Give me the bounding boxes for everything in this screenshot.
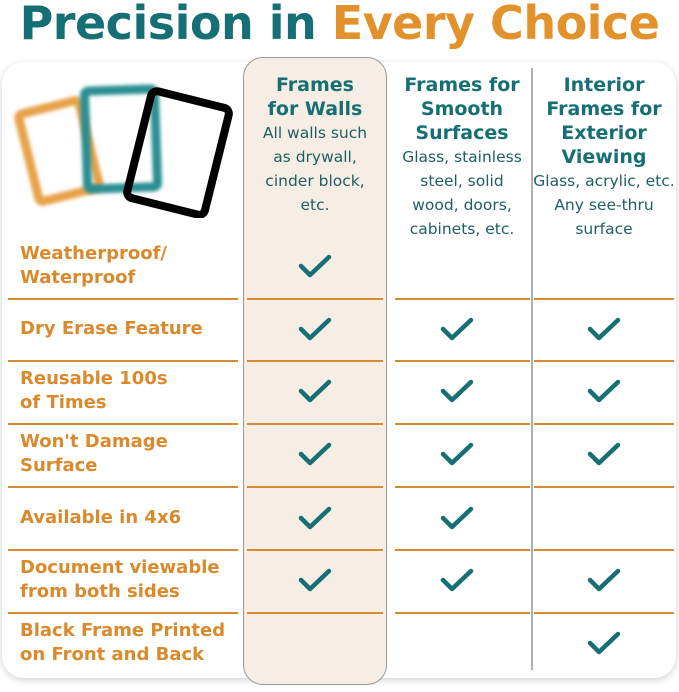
row-label: Black Frame Printed on Front and Back xyxy=(20,620,226,665)
row-divider xyxy=(395,360,530,362)
row-divider xyxy=(8,423,238,425)
row-divider xyxy=(8,360,238,362)
row-divider xyxy=(247,423,383,425)
row-divider xyxy=(534,360,674,362)
row-divider xyxy=(247,298,383,300)
column-description: Glass, acrylic, etc. Any see-thru surfac… xyxy=(533,172,675,238)
row-divider xyxy=(534,423,674,425)
checkmark-icon xyxy=(440,379,474,403)
checkmark-icon xyxy=(298,506,332,530)
checkmark-icon xyxy=(440,317,474,341)
row-divider xyxy=(534,612,674,614)
row-divider xyxy=(395,298,530,300)
row-divider xyxy=(395,423,530,425)
row-label: Won't Damage Surface xyxy=(20,431,168,476)
column-description: Glass, stainless steel, solid wood, door… xyxy=(402,148,522,238)
checkmark-icon xyxy=(298,379,332,403)
checkmark-icon xyxy=(587,379,621,403)
page-title: Precision in Every Choice xyxy=(19,0,660,50)
frames-illustration-icon xyxy=(14,84,233,218)
row-divider xyxy=(8,549,238,551)
checkmark-icon xyxy=(440,442,474,466)
row-label: Document viewable from both sides xyxy=(20,557,220,602)
checkmark-icon xyxy=(587,631,621,655)
checkmark-icon xyxy=(298,317,332,341)
row-divider xyxy=(395,549,530,551)
checkmark-icon xyxy=(587,442,621,466)
highlight-column xyxy=(243,57,387,685)
row-divider xyxy=(534,549,674,551)
row-divider xyxy=(534,298,674,300)
column-header: Interior Frames for Exterior Viewing Glas… xyxy=(533,73,675,241)
checkmark-icon xyxy=(298,254,332,278)
column-header: Frames for Smooth Surfaces Glass, stainle… xyxy=(393,73,531,241)
row-divider xyxy=(247,486,383,488)
checkmark-icon xyxy=(440,568,474,592)
row-label: Reusable 100s of Times xyxy=(20,368,168,413)
checkmark-icon xyxy=(587,317,621,341)
checkmark-icon xyxy=(440,506,474,530)
column-title: Frames for Smooth Surfaces xyxy=(404,74,520,144)
checkmark-icon xyxy=(298,568,332,592)
column-description: All walls such as drywall, cinder block,… xyxy=(262,124,368,214)
row-divider xyxy=(395,486,530,488)
row-divider xyxy=(534,486,674,488)
column-title: Interior Frames for Exterior Viewing xyxy=(546,74,662,168)
row-divider xyxy=(247,549,383,551)
row-label: Dry Erase Feature xyxy=(20,318,203,339)
column-divider xyxy=(531,68,533,670)
row-divider xyxy=(8,486,238,488)
checkmark-icon xyxy=(298,442,332,466)
column-title: Frames for Walls xyxy=(267,74,363,120)
row-label: Weatherproof/ Waterproof xyxy=(20,243,167,288)
row-divider xyxy=(247,360,383,362)
row-divider xyxy=(8,298,238,300)
row-label: Available in 4x6 xyxy=(20,507,182,528)
row-divider xyxy=(395,612,530,614)
row-divider xyxy=(247,612,383,614)
row-divider xyxy=(8,612,238,614)
checkmark-icon xyxy=(587,568,621,592)
column-header: Frames for Walls All walls such as drywal… xyxy=(243,73,387,217)
